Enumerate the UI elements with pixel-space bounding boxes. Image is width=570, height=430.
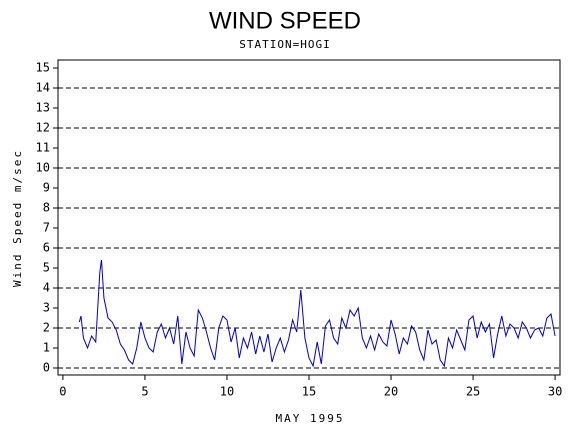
y-tick-label: 4 [43,281,50,295]
x-tick-label: 30 [548,385,562,399]
y-tick-label: 2 [43,321,50,335]
y-tick-label: 15 [36,61,50,75]
x-tick-label: 0 [59,385,66,399]
x-axis-label: MAY 1995 [276,412,345,425]
x-tick-label: 20 [384,385,398,399]
y-tick-label: 0 [43,361,50,375]
x-tick-label: 10 [220,385,234,399]
x-tick-label: 5 [141,385,148,399]
y-tick-label: 9 [43,181,50,195]
y-tick-label: 6 [43,241,50,255]
y-axis-label: Wind Speed m/sec [11,149,24,287]
y-tick-label: 14 [36,81,50,95]
y-tick-label: 12 [36,121,50,135]
y-tick-label: 7 [43,221,50,235]
chart-subtitle: STATION=HOGI [239,38,330,51]
y-tick-label: 11 [36,141,50,155]
x-tick-label: 15 [302,385,316,399]
y-tick-label: 5 [43,261,50,275]
y-tick-label: 13 [36,101,50,115]
x-tick-label: 25 [466,385,480,399]
data-line [78,259,556,368]
y-tick-label: 1 [43,341,50,355]
chart-title: WIND SPEED [209,7,361,34]
y-tick-label: 3 [43,301,50,315]
y-tick-label: 8 [43,201,50,215]
y-tick-label: 10 [36,161,50,175]
